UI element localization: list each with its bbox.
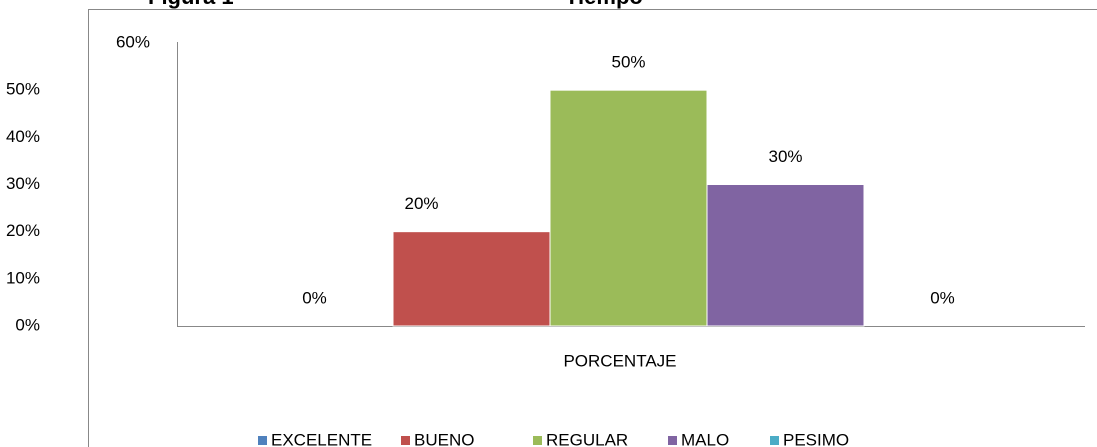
y-tick-label: 20% — [6, 221, 40, 240]
legend-label: BUENO — [414, 430, 474, 447]
chart-title: Figura 1 — [148, 0, 234, 9]
y-tick-label: 40% — [6, 127, 40, 146]
y-tick-label: 0% — [15, 315, 40, 334]
bar — [392, 231, 551, 327]
legend-swatch — [533, 436, 542, 445]
y-tick-label: 30% — [6, 174, 40, 193]
data-label: 0% — [930, 288, 955, 307]
chart-frame — [88, 9, 1097, 447]
data-label: 50% — [611, 53, 645, 72]
legend-swatch — [668, 436, 677, 445]
legend-label: MALO — [681, 430, 729, 447]
y-tick-label: 50% — [6, 80, 40, 99]
y-tick-label: 60% — [116, 32, 150, 51]
bar — [549, 89, 708, 327]
data-label: 30% — [768, 147, 802, 166]
data-label: 0% — [302, 288, 327, 307]
data-label: 20% — [404, 194, 438, 213]
legend-label: PESIMO — [783, 430, 849, 447]
chart-subtitle: Tiempo — [565, 0, 643, 9]
legend-label: EXCELENTE — [271, 430, 372, 447]
x-tick-label: PORCENTAJE — [563, 351, 676, 370]
bar — [706, 184, 865, 327]
y-tick-label: 10% — [6, 268, 40, 287]
legend-label: REGULAR — [546, 430, 628, 447]
legend-swatch — [401, 436, 410, 445]
legend-swatch — [258, 436, 267, 445]
legend-swatch — [770, 436, 779, 445]
